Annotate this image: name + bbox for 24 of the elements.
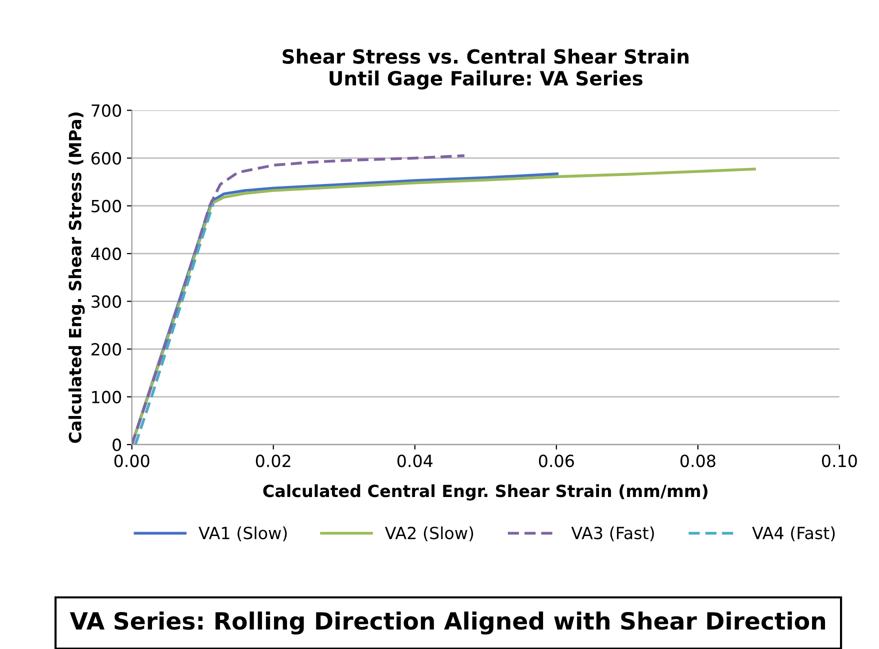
y-tick-label: 600	[91, 152, 122, 165]
line-series	[134, 202, 215, 445]
y-tick-label: 400	[91, 248, 122, 260]
x-axis-title: Calculated Central Engr. Shear Strain (mm/mm)	[263, 484, 708, 501]
x-tick-label: 0.00	[114, 454, 150, 468]
x-tick-label: 0.02	[256, 454, 290, 468]
legend-label: VA2 (Slow)	[384, 526, 474, 542]
y-tick-label: 100	[92, 390, 122, 404]
x-tick-label: 0.10	[822, 454, 857, 468]
y-axis-title: Calculated Eng. Shear Stress (MPa)	[68, 112, 85, 443]
legend-label: VA4 (Fast)	[752, 526, 835, 542]
text: VA Series: Rolling Direction Aligned with Shear Direction	[70, 612, 826, 635]
x-tick-label: 0.08	[680, 454, 716, 468]
legend-label: VA3 (Fast)	[571, 526, 654, 542]
y-tick-label: 300	[92, 295, 122, 308]
y-tick-label: 500	[92, 200, 122, 212]
line-series	[132, 154, 466, 445]
y-tick-label: 0	[112, 438, 122, 452]
legend-label: VA1 (Slow)	[198, 526, 287, 542]
chart-title: Shear Stress vs. Central Shear Strain Until Gage Failure: VA Series	[282, 48, 688, 90]
y-tick-label: 700	[92, 104, 122, 117]
x-tick-label: 0.06	[538, 454, 574, 468]
y-tick-label: 200	[92, 343, 122, 356]
x-tick-label: 0.04	[397, 454, 433, 468]
